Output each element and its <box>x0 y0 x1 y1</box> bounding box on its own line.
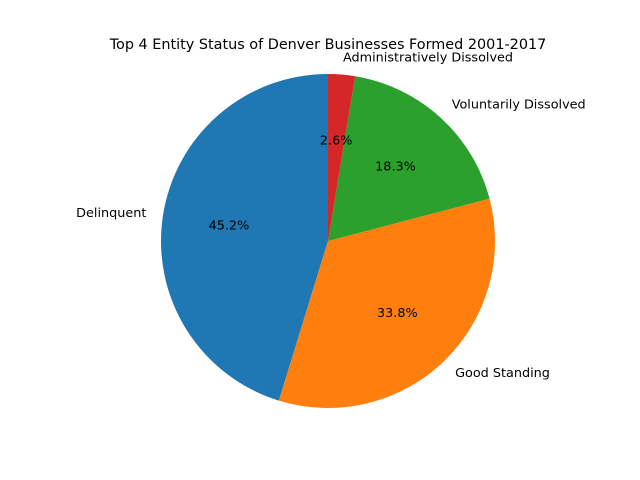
pie-slice-delinquent <box>161 74 328 401</box>
slice-percent-administratively-dissolved: 2.6% <box>320 134 353 149</box>
slice-label-delinquent: Delinquent <box>76 206 146 221</box>
slice-label-good-standing: Good Standing <box>455 366 550 381</box>
slice-percent-voluntarily-dissolved: 18.3% <box>375 159 416 174</box>
pie-slice-good-standing <box>278 198 495 408</box>
slice-label-voluntarily-dissolved: Voluntarily Dissolved <box>452 98 586 113</box>
pie-slice-administratively-dissolved <box>328 74 356 241</box>
slice-percent-delinquent: 45.2% <box>209 219 250 234</box>
slice-label-administratively-dissolved: Administratively Dissolved <box>343 50 513 65</box>
slice-percent-good-standing: 33.8% <box>377 306 418 321</box>
chart-title: Top 4 Entity Status of Denver Businesses… <box>109 37 547 53</box>
pie-slice-voluntarily-dissolved <box>328 76 490 241</box>
pie-slices <box>161 74 495 408</box>
pie-labels: Delinquent 45.2% Good Standing 33.8% Volunta… <box>76 50 586 381</box>
